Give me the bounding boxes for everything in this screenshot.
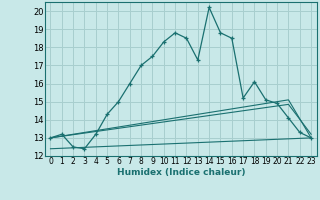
X-axis label: Humidex (Indice chaleur): Humidex (Indice chaleur) [116, 168, 245, 177]
